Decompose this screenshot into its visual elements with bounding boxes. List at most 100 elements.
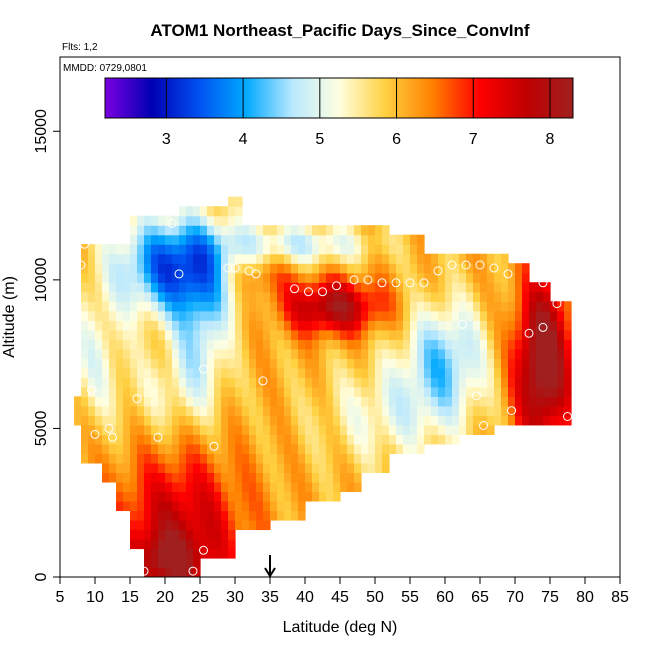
heatmap-cell xyxy=(291,510,299,521)
heatmap-cell xyxy=(263,386,271,397)
heatmap-cell xyxy=(487,301,495,312)
heatmap-cell xyxy=(186,291,194,302)
latitude-arrow xyxy=(264,555,276,578)
heatmap-cell xyxy=(529,348,537,359)
heatmap-cell xyxy=(242,510,250,521)
heatmap-cell xyxy=(480,329,488,340)
heatmap-cell xyxy=(354,415,362,426)
heatmap-cell xyxy=(515,282,523,293)
heatmap-cell xyxy=(501,339,509,350)
heatmap-cell xyxy=(95,358,103,369)
heatmap-cell xyxy=(165,453,173,464)
heatmap-cell xyxy=(144,377,152,388)
heatmap-cell xyxy=(396,396,404,407)
heatmap-cell xyxy=(501,291,509,302)
heatmap-cell xyxy=(242,358,250,369)
heatmap-cell xyxy=(312,234,320,245)
heatmap-cell xyxy=(375,310,383,321)
heatmap-cell xyxy=(137,244,145,255)
heatmap-cell xyxy=(228,405,236,416)
heatmap-cell xyxy=(158,377,166,388)
heatmap-cell xyxy=(200,206,208,217)
heatmap-cell xyxy=(109,339,117,350)
heatmap-cell xyxy=(382,434,390,445)
heatmap-cell xyxy=(347,415,355,426)
heatmap-cell xyxy=(242,272,250,283)
heatmap-cell xyxy=(200,234,208,245)
heatmap-cell xyxy=(284,272,292,283)
heatmap-cell xyxy=(249,272,257,283)
heatmap-cell xyxy=(116,253,124,264)
heatmap-cell xyxy=(256,282,264,293)
heatmap-cell xyxy=(172,519,180,531)
heatmap-cell xyxy=(501,348,509,359)
heatmap-cell xyxy=(235,272,243,283)
heatmap-cell xyxy=(151,557,159,569)
heatmap-cell xyxy=(445,377,453,388)
heatmap-cell xyxy=(298,453,306,464)
heatmap-cell xyxy=(130,244,138,255)
heatmap-cell xyxy=(165,348,173,359)
heatmap-cell xyxy=(172,282,180,293)
heatmap-cell xyxy=(347,234,355,245)
heatmap-cell xyxy=(277,415,285,426)
heatmap-cell xyxy=(242,519,250,531)
heatmap-cell xyxy=(270,462,278,474)
heatmap-cell xyxy=(200,301,208,312)
data-marker xyxy=(318,287,327,297)
heatmap-cell xyxy=(389,367,397,378)
heatmap-cell xyxy=(88,348,96,359)
heatmap-cell xyxy=(466,310,474,321)
heatmap-cell xyxy=(312,472,320,483)
heatmap-cell xyxy=(354,424,362,435)
heatmap-cell xyxy=(340,472,348,483)
heatmap-cell xyxy=(564,339,572,350)
heatmap-cell xyxy=(263,434,271,445)
heatmap-cell xyxy=(396,443,404,454)
heatmap-cell xyxy=(137,282,145,293)
heatmap-cell xyxy=(459,339,467,350)
heatmap-cell xyxy=(361,253,369,264)
heatmap-cell xyxy=(550,320,558,331)
heatmap-cell xyxy=(130,329,138,340)
heatmap-cell xyxy=(361,234,369,245)
heatmap-cell xyxy=(403,396,411,407)
heatmap-cell xyxy=(508,396,516,407)
heatmap-cell xyxy=(81,244,89,255)
heatmap-cell xyxy=(249,367,257,378)
heatmap-cell xyxy=(193,405,201,416)
heatmap-cell xyxy=(270,234,278,245)
heatmap-cell xyxy=(340,358,348,369)
heatmap-cell xyxy=(396,310,404,321)
heatmap-cell xyxy=(151,481,159,493)
heatmap-cell xyxy=(214,329,222,340)
heatmap-cell xyxy=(158,367,166,378)
heatmap-cell xyxy=(382,263,390,274)
heatmap-cell xyxy=(193,481,201,493)
heatmap-cell xyxy=(165,329,173,340)
heatmap-cell xyxy=(536,310,544,321)
heatmap-cell xyxy=(221,320,229,331)
heatmap-cell xyxy=(207,329,215,340)
data-marker xyxy=(563,412,572,421)
heatmap-cell xyxy=(242,481,250,493)
heatmap-cell xyxy=(214,272,222,283)
heatmap-cell xyxy=(116,320,124,331)
heatmap-cell xyxy=(459,405,467,416)
heatmap-cell xyxy=(221,519,229,531)
heatmap-cell xyxy=(263,415,271,426)
heatmap-cell xyxy=(186,567,194,577)
heatmap-cell xyxy=(396,263,404,274)
heatmap-cell xyxy=(249,339,257,350)
heatmap-cell xyxy=(466,358,474,369)
heatmap-cell xyxy=(200,415,208,426)
heatmap-cell xyxy=(438,386,446,397)
heatmap-cell xyxy=(550,358,558,369)
data-marker xyxy=(503,269,513,279)
heatmap-cell xyxy=(214,234,222,245)
heatmap-cell xyxy=(354,291,362,302)
heatmap-cell xyxy=(235,519,243,531)
heatmap-cell xyxy=(326,377,334,388)
heatmap-cell xyxy=(382,244,390,255)
heatmap-cell xyxy=(158,272,166,283)
